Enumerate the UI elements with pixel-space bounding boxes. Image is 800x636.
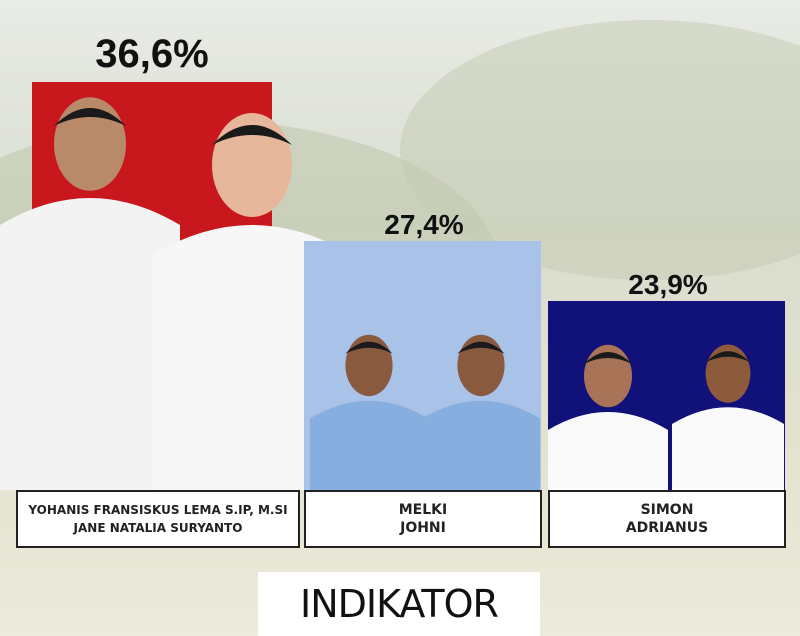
candidate-name-box: MELKI JOHNI (304, 490, 542, 548)
candidate-name-box: SIMON ADRIANUS (548, 490, 786, 548)
candidate-name: JOHNI (400, 520, 446, 536)
value-label: 23,9% (628, 268, 708, 300)
candidate-name: JANE NATALIA SURYANTO (73, 521, 243, 535)
value-label: 27,4% (384, 208, 464, 240)
candidate-name: YOHANIS FRANSISKUS LEMA S.IP, M.SI (28, 503, 288, 517)
candidate-name-box: YOHANIS FRANSISKUS LEMA S.IP, M.SI JANE … (16, 490, 300, 548)
indikator-logo: INDIKATOR (258, 572, 540, 636)
bar-3 (548, 300, 785, 490)
candidate-name: MELKI (398, 502, 448, 518)
value-label: 36,6% (95, 32, 209, 77)
candidate-name: ADRIANUS (625, 520, 709, 536)
bar-1 (0, 82, 352, 490)
logo-text: INDIKATOR (300, 582, 499, 626)
background-hill (400, 20, 800, 280)
candidate-name: SIMON (640, 502, 694, 518)
bar-2 (304, 240, 541, 490)
